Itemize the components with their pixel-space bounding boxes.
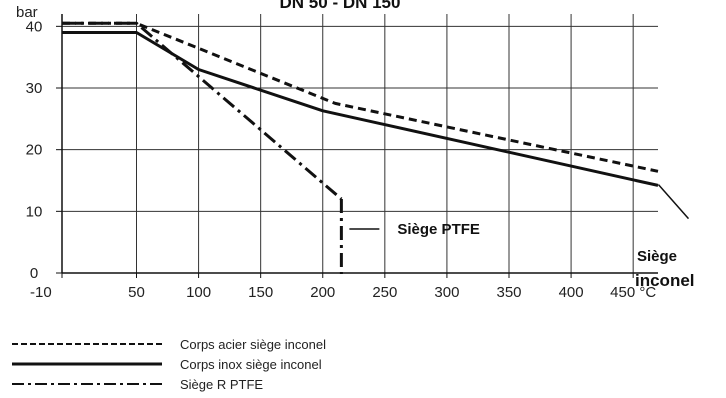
series-lines xyxy=(62,21,659,201)
legend-item-dashdot: Siège R PTFE xyxy=(12,374,326,394)
y-tick-label: 0 xyxy=(30,265,38,282)
legend-swatch-solid xyxy=(12,362,162,366)
legend-label: Siège R PTFE xyxy=(180,376,264,392)
x-tick-label: 200 xyxy=(310,284,335,301)
series-line-dash-dot xyxy=(62,21,343,201)
x-tick-label: 50 xyxy=(128,284,145,301)
y-tick-label: 40 xyxy=(26,18,43,35)
series-line-dashed xyxy=(62,21,659,173)
x-tick-label: 300 xyxy=(434,284,459,301)
legend-label: Corps acier siège inconel xyxy=(180,336,326,352)
inconel-leader-line xyxy=(657,184,690,220)
chart-title: DN 50 - DN 150 xyxy=(280,0,401,12)
y-tick-label: 10 xyxy=(26,203,43,220)
x-tick-label: -10 xyxy=(30,284,52,301)
x-tick-label: 100 xyxy=(186,284,211,301)
annotations: Siège PTFE Siège inconel xyxy=(339,184,695,290)
x-tick-label: 350 xyxy=(496,284,521,301)
x-tick-label: 250 xyxy=(372,284,397,301)
annotation-siege-ptfe: Siège PTFE xyxy=(397,221,480,238)
legend-swatch-dashdot xyxy=(12,383,162,385)
x-tick-label: 150 xyxy=(248,284,273,301)
y-tick-label: 30 xyxy=(26,80,43,97)
axes xyxy=(61,14,658,274)
legend-label: Corps inox siège inconel xyxy=(180,356,322,372)
y-tick-label: 20 xyxy=(26,142,43,159)
x-tick-label: 450 °C xyxy=(610,284,656,301)
annotation-inconel: inconel xyxy=(635,271,695,290)
legend-item-dashed: Corps acier siège inconel xyxy=(12,334,326,354)
grid xyxy=(62,14,658,273)
legend-swatch-dashed xyxy=(12,343,162,345)
series-line-solid xyxy=(62,31,659,187)
legend-item-solid: Corps inox siège inconel xyxy=(12,354,326,374)
y-ticks: 0 10 20 30 40 xyxy=(26,18,62,282)
legend: Corps acier siège inconel Corps inox siè… xyxy=(12,334,326,394)
x-ticks: -10 50 100 150 200 250 300 350 400 450 °C xyxy=(30,273,656,301)
annotation-siege: Siège xyxy=(637,248,677,265)
y-axis-label: bar xyxy=(16,4,38,21)
x-tick-label: 400 xyxy=(559,284,584,301)
